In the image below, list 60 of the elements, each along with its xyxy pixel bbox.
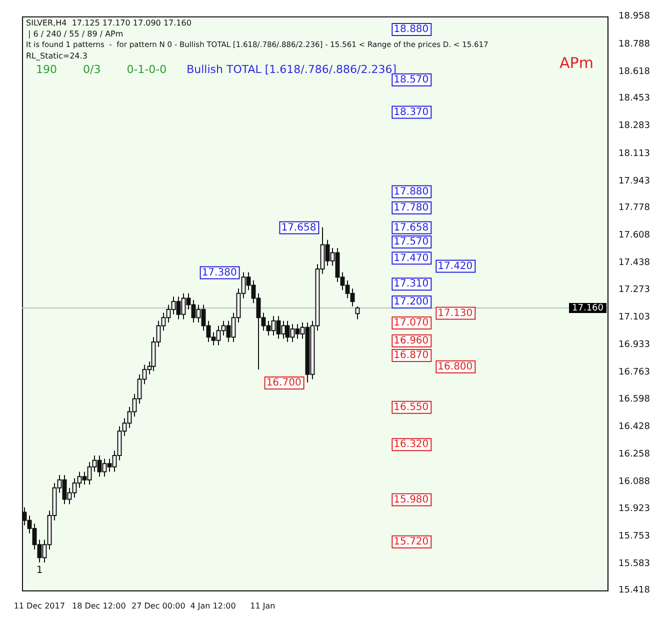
annotation: 17.570 <box>394 236 429 248</box>
y-tick-label: 18.788 <box>618 39 650 50</box>
y-tick-label: 18.113 <box>618 148 650 159</box>
y-tick-label: 16.598 <box>618 394 650 404</box>
y-tick-label: 18.283 <box>618 121 650 132</box>
x-tick-label: 11 Jan <box>250 601 276 610</box>
chart-title: SILVER,H4 17.125 17.170 17.090 17.160 <box>26 18 192 28</box>
y-tick-label: 17.778 <box>618 203 650 214</box>
y-tick-label: 18.958 <box>618 12 650 22</box>
text: | 6 / 240 / 55 / 89 / APm <box>28 29 124 38</box>
annotation: 16.960 <box>394 335 429 346</box>
y-tick-label: 18.618 <box>618 66 650 77</box>
annotation: 18.370 <box>394 106 429 118</box>
annotation: 16.320 <box>394 439 429 450</box>
annotation: 17.658 <box>281 222 316 234</box>
y-tick-label: 15.418 <box>618 586 650 596</box>
y-tick-label: 15.753 <box>618 531 650 542</box>
annotation: 1 <box>36 565 43 576</box>
annotation: 17.880 <box>394 186 429 198</box>
annotation: 17.070 <box>394 318 429 329</box>
ref-line-label: 17.160 <box>572 303 604 314</box>
annotation: 16.700 <box>266 378 302 389</box>
y-tick-label: 16.763 <box>618 368 650 378</box>
y-tick-label: 17.273 <box>618 284 650 295</box>
annotation: 17.130 <box>438 308 473 319</box>
y-tick-label: 15.583 <box>618 558 650 569</box>
annotation: 17.310 <box>394 278 429 290</box>
annotation: 0-1-0-0 <box>126 62 167 76</box>
annotation: 16.870 <box>394 350 429 362</box>
annotation: Bullish TOTAL [1.618/.786/.886/2.236] <box>186 62 397 76</box>
annotation: RL_Static=24.3 <box>26 51 88 60</box>
y-tick-label: 18.453 <box>618 94 650 104</box>
annotation: 17.200 <box>394 296 429 308</box>
y-tick-label: 16.933 <box>618 340 650 350</box>
annotation: 17.658 <box>394 222 429 234</box>
x-tick-label: 18 Dec 12:00 <box>72 601 126 610</box>
y-tick-label: 16.258 <box>618 450 650 460</box>
y-tick-label: 15.923 <box>618 504 650 514</box>
annotation: 16.800 <box>438 361 473 372</box>
annotation: 18.880 <box>394 24 429 36</box>
annotation: 17.420 <box>438 260 473 272</box>
annotation: 15.720 <box>394 536 429 548</box>
annotation: 16.550 <box>394 402 429 413</box>
annotation: 0/3 <box>82 62 101 76</box>
annotation: 17.780 <box>394 202 429 214</box>
y-tick-label: 16.428 <box>618 422 650 432</box>
annotation: 15.980 <box>394 494 429 506</box>
y-tick-label: 17.438 <box>618 258 650 268</box>
annotation: 18.570 <box>394 74 429 86</box>
x-tick-label: 11 Dec 2017 <box>14 601 65 610</box>
y-tick-label: 17.943 <box>618 176 650 186</box>
annotation: APm <box>560 54 594 72</box>
y-tick-label: 17.103 <box>618 312 650 323</box>
annotation: 190 <box>36 62 57 76</box>
x-tick-label: 27 Dec 00:00 <box>132 601 186 610</box>
annotation: 17.380 <box>202 267 237 278</box>
x-tick-label: 4 Jan 12:00 <box>190 601 236 610</box>
y-tick-label: 17.608 <box>618 230 650 241</box>
annotation: 17.470 <box>394 252 429 264</box>
y-tick-label: 16.088 <box>618 477 650 488</box>
